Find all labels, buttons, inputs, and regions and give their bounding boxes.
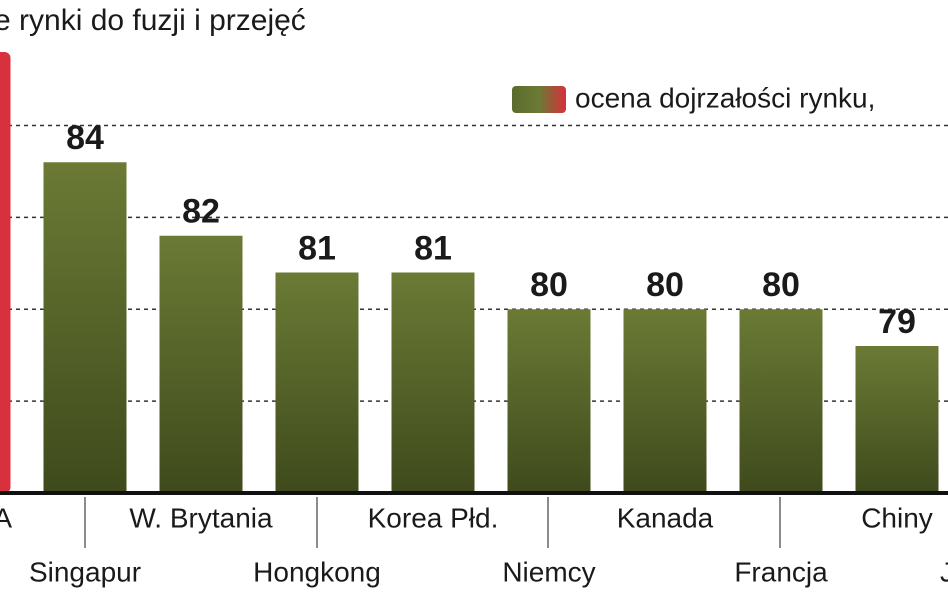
x-tick-label: W. Brytania [129,502,273,533]
bar [623,309,707,493]
x-tick-label: Niemcy [502,556,595,587]
legend-label: ocena dojrzałości rynku, [575,82,875,113]
x-tick-label: Kanada [617,502,714,533]
bar [391,272,475,493]
legend-swatch [512,86,566,113]
value-label: 79 [878,303,916,341]
chart-title: e rynki do fuzji i przejęć [0,4,306,37]
bar [275,272,359,493]
value-label: 84 [66,119,104,157]
value-label: 81 [298,229,336,267]
value-label: 82 [182,193,220,231]
x-tick-label: J [940,556,948,587]
value-label: 80 [646,266,684,304]
x-tick-label: Korea Płd. [368,502,499,533]
bar [43,162,127,493]
x-tick-label: A [0,502,12,533]
x-tick-label: Chiny [861,502,933,533]
bar [0,52,11,493]
bar [855,346,939,493]
value-label: 81 [414,229,452,267]
x-tick-label: Singapur [29,556,141,587]
x-tick-label: Hongkong [253,556,381,587]
value-label: 80 [530,266,568,304]
bar [159,235,243,493]
x-tick-label: Francja [734,556,828,587]
plot: 87A84Singapur82W. Brytania81Hongkong81Ko… [0,52,948,587]
bar [507,309,591,493]
bar [739,309,823,493]
value-label: 80 [762,266,800,304]
